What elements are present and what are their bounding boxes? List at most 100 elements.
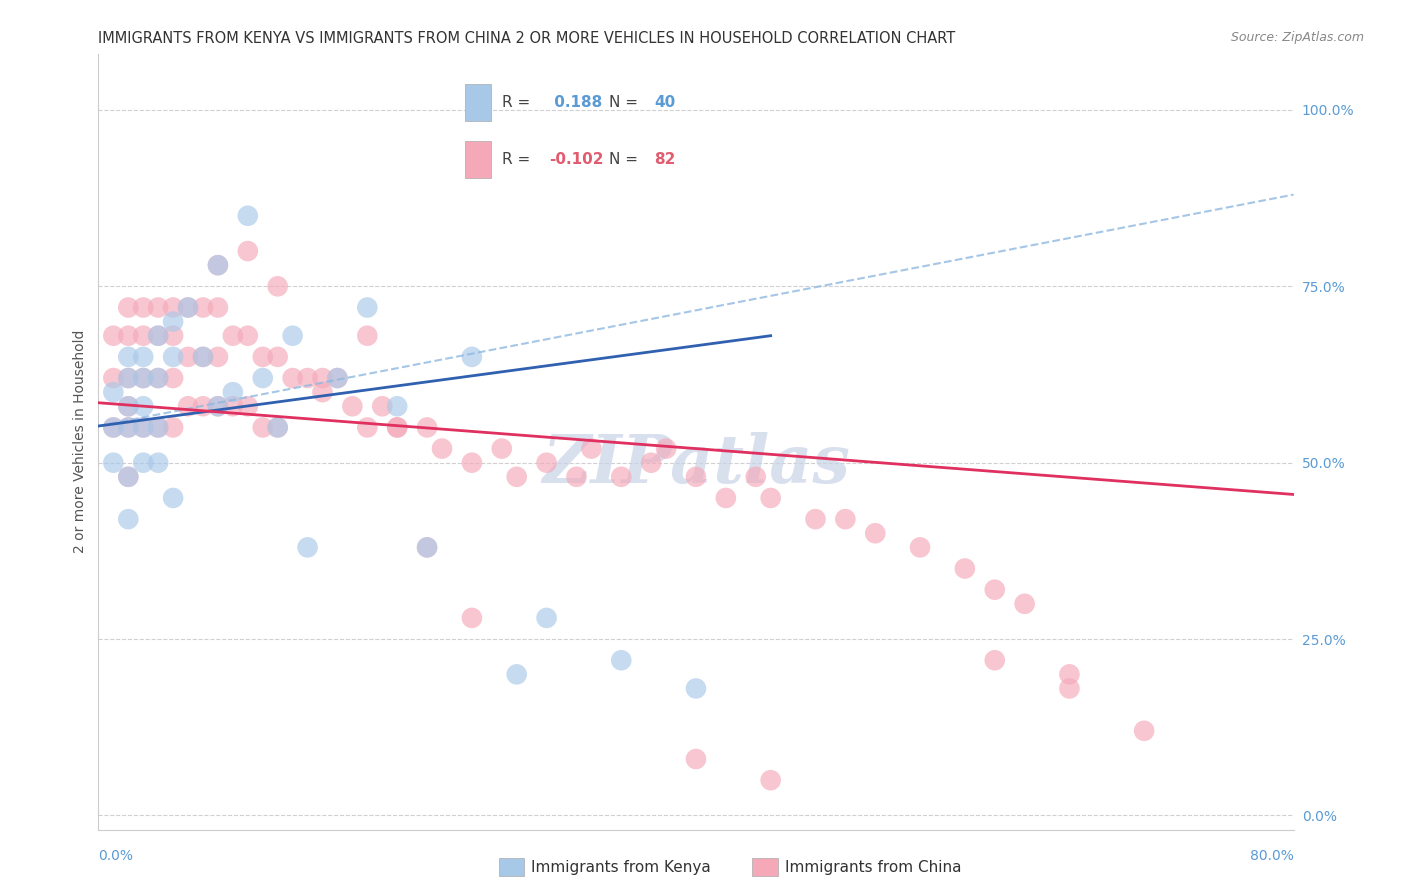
Point: [207, 258, 229, 272]
Point: [385, 420, 409, 434]
Text: Immigrants from Kenya: Immigrants from Kenya: [531, 860, 711, 874]
Point: [148, 456, 170, 470]
Point: [148, 371, 170, 385]
Point: [207, 399, 229, 413]
Point: [148, 301, 170, 315]
Point: [132, 301, 155, 315]
Point: [162, 350, 184, 364]
Point: [132, 371, 155, 385]
Point: [177, 399, 200, 413]
Point: [162, 371, 184, 385]
Point: [132, 399, 155, 413]
Point: [236, 399, 259, 413]
Point: [953, 561, 976, 575]
Point: [1133, 723, 1156, 738]
Point: [191, 399, 214, 413]
Point: [416, 541, 439, 555]
Point: [191, 350, 214, 364]
Point: [685, 681, 707, 696]
Point: [267, 420, 290, 434]
Point: [162, 301, 184, 315]
Point: [342, 399, 364, 413]
Point: [356, 301, 378, 315]
Point: [281, 328, 304, 343]
Point: [236, 328, 259, 343]
Text: IMMIGRANTS FROM KENYA VS IMMIGRANTS FROM CHINA 2 OR MORE VEHICLES IN HOUSEHOLD C: IMMIGRANTS FROM KENYA VS IMMIGRANTS FROM…: [98, 31, 956, 46]
Point: [685, 470, 707, 484]
Text: Source: ZipAtlas.com: Source: ZipAtlas.com: [1230, 31, 1364, 45]
Point: [207, 258, 229, 272]
Point: [745, 470, 768, 484]
Point: [132, 328, 155, 343]
Point: [297, 371, 319, 385]
Point: [865, 526, 887, 541]
Point: [371, 399, 394, 413]
Point: [117, 512, 139, 526]
Point: [506, 470, 529, 484]
Point: [461, 350, 484, 364]
Point: [834, 512, 856, 526]
Point: [117, 371, 139, 385]
Point: [252, 420, 274, 434]
Point: [311, 385, 333, 400]
Point: [385, 399, 409, 413]
Point: [103, 420, 125, 434]
Point: [117, 301, 139, 315]
Point: [1059, 681, 1081, 696]
Point: [804, 512, 827, 526]
Point: [103, 385, 125, 400]
Text: 0.0%: 0.0%: [98, 849, 134, 863]
Point: [162, 328, 184, 343]
Point: [236, 209, 259, 223]
Point: [117, 420, 139, 434]
Point: [356, 328, 378, 343]
Text: Immigrants from China: Immigrants from China: [785, 860, 962, 874]
Point: [326, 371, 349, 385]
Text: 80.0%: 80.0%: [1250, 849, 1294, 863]
Point: [356, 420, 378, 434]
Point: [908, 541, 931, 555]
Point: [207, 399, 229, 413]
Point: [759, 491, 782, 505]
Point: [984, 582, 1007, 597]
Point: [177, 350, 200, 364]
Point: [252, 350, 274, 364]
Point: [461, 611, 484, 625]
Point: [311, 371, 333, 385]
Point: [148, 420, 170, 434]
Point: [685, 752, 707, 766]
Point: [222, 399, 245, 413]
Point: [536, 611, 558, 625]
Point: [177, 301, 200, 315]
Point: [281, 371, 304, 385]
Point: [430, 442, 453, 456]
Point: [565, 470, 588, 484]
Point: [714, 491, 737, 505]
Point: [581, 442, 603, 456]
Point: [177, 301, 200, 315]
Text: ZIPatlas: ZIPatlas: [543, 433, 849, 498]
Point: [117, 328, 139, 343]
Point: [117, 399, 139, 413]
Point: [252, 371, 274, 385]
Point: [117, 420, 139, 434]
Point: [103, 371, 125, 385]
Point: [326, 371, 349, 385]
Point: [267, 350, 290, 364]
Point: [132, 350, 155, 364]
Point: [162, 315, 184, 329]
Point: [236, 244, 259, 258]
Point: [148, 328, 170, 343]
Point: [610, 653, 633, 667]
Point: [759, 773, 782, 788]
Point: [132, 456, 155, 470]
Point: [103, 328, 125, 343]
Point: [148, 420, 170, 434]
Point: [655, 442, 678, 456]
Point: [117, 350, 139, 364]
Point: [148, 328, 170, 343]
Point: [132, 420, 155, 434]
Point: [416, 541, 439, 555]
Point: [162, 491, 184, 505]
Point: [267, 279, 290, 293]
